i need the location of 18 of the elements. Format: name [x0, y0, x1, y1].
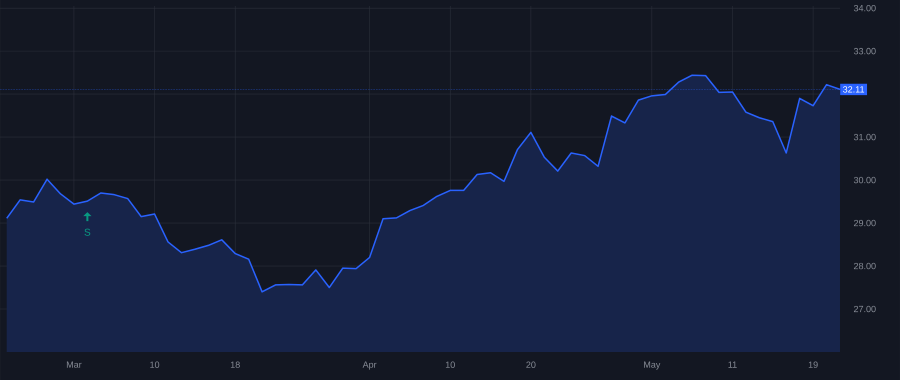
ref-line-label: 32.11: [843, 86, 864, 93]
x-tick-label: 11: [728, 362, 737, 368]
y-tick-label: 27.00: [854, 306, 876, 312]
x-tick-label: 18: [230, 362, 240, 368]
x-tick-label: Mar: [66, 362, 82, 368]
x-tick-label: 10: [446, 362, 455, 368]
annotation: S: [84, 228, 90, 236]
y-tick-label: 34.00: [854, 4, 876, 12]
y-tick-label: 28.00: [854, 262, 876, 270]
x-tick-label: 19: [808, 362, 818, 368]
y-tick-label: 31.00: [854, 134, 876, 140]
x-tick-label: 20: [526, 362, 536, 368]
x-tick-label: 10: [150, 362, 160, 368]
y-tick-label: 30.00: [854, 176, 876, 184]
y-tick-label: 29.00: [854, 220, 876, 226]
x-tick-label: Apr: [362, 362, 376, 370]
y-tick-label: 33.00: [854, 48, 876, 54]
x-tick-label: May: [644, 362, 660, 370]
